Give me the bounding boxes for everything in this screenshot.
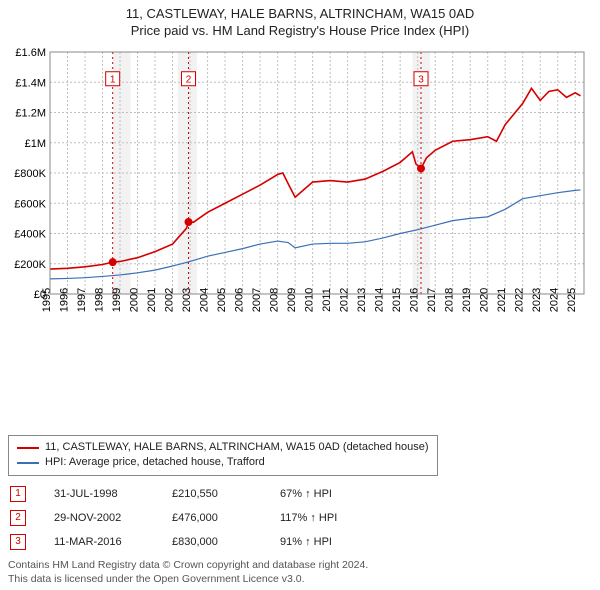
- x-tick-label: 2005: [216, 288, 228, 312]
- title-address: 11, CASTLEWAY, HALE BARNS, ALTRINCHAM, W…: [8, 6, 592, 21]
- y-tick-label: £800K: [14, 168, 46, 180]
- sale-badge-num: 1: [110, 75, 116, 86]
- x-tick-label: 1999: [111, 288, 123, 312]
- sale-price: £210,550: [172, 488, 252, 500]
- x-tick-label: 2007: [251, 288, 263, 312]
- legend-label: HPI: Average price, detached house, Traf…: [45, 455, 265, 470]
- sale-point: [184, 218, 192, 226]
- sale-date: 11-MAR-2016: [54, 536, 144, 548]
- sale-delta: 117% ↑ HPI: [280, 512, 370, 524]
- sale-date: 29-NOV-2002: [54, 512, 144, 524]
- legend-label: 11, CASTLEWAY, HALE BARNS, ALTRINCHAM, W…: [45, 440, 429, 455]
- y-tick-label: £1M: [25, 138, 46, 150]
- title-subtitle: Price paid vs. HM Land Registry's House …: [8, 23, 592, 38]
- x-tick-label: 2006: [234, 288, 246, 312]
- sale-badge: 1: [10, 486, 26, 502]
- title-block: 11, CASTLEWAY, HALE BARNS, ALTRINCHAM, W…: [8, 6, 592, 38]
- x-tick-label: 2016: [409, 288, 421, 312]
- x-tick-label: 2013: [356, 288, 368, 312]
- sale-point: [417, 164, 425, 172]
- x-tick-label: 2025: [566, 288, 578, 312]
- x-tick-label: 2017: [426, 288, 438, 312]
- plot-area: £0£200K£400K£600K£800K£1M£1.2M£1.4M£1.6M…: [8, 44, 592, 429]
- x-tick-label: 2003: [181, 288, 193, 312]
- x-tick-label: 2004: [199, 288, 211, 312]
- sale-price: £476,000: [172, 512, 252, 524]
- y-tick-label: £200K: [14, 259, 46, 271]
- sale-badge: 3: [10, 534, 26, 550]
- x-tick-label: 2000: [129, 288, 141, 312]
- sale-price: £830,000: [172, 536, 252, 548]
- footnotes: Contains HM Land Registry data © Crown c…: [8, 558, 592, 586]
- x-tick-label: 2001: [146, 288, 158, 312]
- x-tick-label: 2011: [321, 288, 333, 312]
- x-tick-label: 1996: [59, 288, 71, 312]
- x-tick-label: 2010: [304, 288, 316, 312]
- x-tick-label: 2019: [461, 288, 473, 312]
- x-tick-label: 2022: [514, 288, 526, 312]
- y-tick-label: £400K: [14, 229, 46, 241]
- legend-swatch: [17, 447, 39, 449]
- sale-point: [109, 258, 117, 266]
- x-tick-label: 2015: [391, 288, 403, 312]
- sale-delta: 67% ↑ HPI: [280, 488, 370, 500]
- x-tick-label: 1998: [94, 288, 106, 312]
- x-tick-label: 1995: [41, 288, 53, 312]
- legend-row: 11, CASTLEWAY, HALE BARNS, ALTRINCHAM, W…: [17, 440, 429, 455]
- x-tick-label: 2012: [339, 288, 351, 312]
- sale-date: 31-JUL-1998: [54, 488, 144, 500]
- x-tick-label: 2009: [286, 288, 298, 312]
- sale-delta: 91% ↑ HPI: [280, 536, 370, 548]
- chart-container: 11, CASTLEWAY, HALE BARNS, ALTRINCHAM, W…: [0, 0, 600, 590]
- x-tick-label: 2023: [531, 288, 543, 312]
- x-tick-label: 2018: [444, 288, 456, 312]
- sale-badge-num: 2: [186, 75, 192, 86]
- x-tick-label: 1997: [76, 288, 88, 312]
- legend: 11, CASTLEWAY, HALE BARNS, ALTRINCHAM, W…: [8, 435, 438, 476]
- legend-swatch: [17, 462, 39, 464]
- x-tick-label: 2008: [269, 288, 281, 312]
- x-tick-label: 2002: [164, 288, 176, 312]
- y-tick-label: £1.6M: [15, 47, 46, 59]
- x-tick-label: 2020: [479, 288, 491, 312]
- x-tick-label: 2024: [549, 288, 561, 312]
- chart-svg: £0£200K£400K£600K£800K£1M£1.2M£1.4M£1.6M…: [8, 44, 592, 344]
- sale-badge-num: 3: [418, 75, 424, 86]
- sale-row: 1 31-JUL-1998 £210,550 67% ↑ HPI: [8, 482, 592, 506]
- sales-table: 1 31-JUL-1998 £210,550 67% ↑ HPI 2 29-NOV-200…: [8, 482, 592, 554]
- y-tick-label: £1.2M: [15, 108, 46, 120]
- sale-badge: 2: [10, 510, 26, 526]
- footnote-2: This data is licensed under the Open Gov…: [8, 572, 592, 586]
- footnote-1: Contains HM Land Registry data © Crown c…: [8, 558, 592, 572]
- sale-row: 3 11-MAR-2016 £830,000 91% ↑ HPI: [8, 530, 592, 554]
- y-tick-label: £600K: [14, 198, 46, 210]
- sale-row: 2 29-NOV-2002 £476,000 117% ↑ HPI: [8, 506, 592, 530]
- x-tick-label: 2021: [496, 288, 508, 312]
- legend-row: HPI: Average price, detached house, Traf…: [17, 455, 429, 470]
- y-tick-label: £1.4M: [15, 77, 46, 89]
- x-tick-label: 2014: [374, 288, 386, 312]
